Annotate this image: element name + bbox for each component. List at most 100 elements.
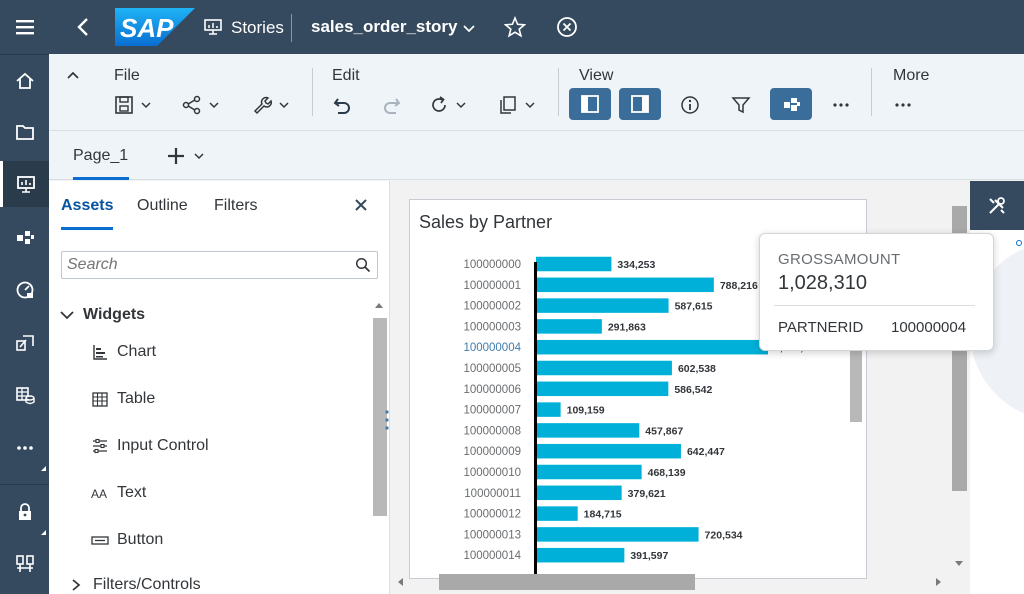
story-title[interactable]: sales_order_story [311,17,458,36]
bar[interactable] [536,339,768,355]
favorite-star-icon[interactable] [504,16,526,38]
table-icon [92,392,108,407]
bar[interactable] [536,547,625,563]
right-panel-toggle-button[interactable] [619,88,661,120]
folder-icon[interactable] [0,109,49,155]
category-label: 100000013 [463,529,521,541]
bar[interactable] [536,443,681,459]
chevron-down-icon [209,102,219,109]
category-label: 100000008 [463,425,521,437]
connections-icon[interactable] [0,541,49,587]
canvas-horizontal-scrollbar[interactable] [439,574,695,590]
bar[interactable] [536,485,622,501]
svg-text:SAP: SAP [120,13,174,43]
category-label: 100000011 [464,488,521,500]
close-icon[interactable] [353,197,369,213]
bar[interactable] [536,381,669,397]
lock-icon[interactable] [0,489,49,535]
data-label: 788,216 [720,280,758,292]
category-label: 100000000 [463,259,521,271]
widget-chart[interactable]: Chart [91,343,156,361]
scroll-up-arrow[interactable] [375,303,383,308]
chevron-down-icon [525,102,535,109]
widget-text[interactable]: AA Text [91,484,146,502]
bar[interactable] [536,423,640,438]
more-nav-icon[interactable] [0,425,49,471]
search-icon[interactable] [355,257,371,273]
bar[interactable] [536,527,699,542]
close-story-icon[interactable] [556,16,578,38]
share-menu-button[interactable] [182,89,220,121]
tooltip-dimension-name: PARTNERID [778,319,864,336]
search-input[interactable] [62,252,342,278]
undo-button[interactable] [332,89,352,121]
filter-button[interactable] [731,89,751,121]
tools-menu-button[interactable] [252,89,290,121]
analytics-gauge-icon[interactable] [0,267,49,313]
save-menu-button[interactable] [114,89,152,121]
widget-table[interactable]: Table [91,390,155,408]
bar[interactable] [536,464,642,480]
bar[interactable] [536,256,612,272]
datasets-icon[interactable] [0,372,49,418]
right-panel-icon [631,95,649,113]
edit-group-label: Edit [332,67,360,84]
file-group-label: File [114,67,140,84]
collapse-toolbar-icon[interactable] [65,67,81,83]
chevron-down-icon [456,102,466,109]
category-label: 100000001 [463,280,521,292]
back-icon[interactable] [71,14,97,40]
tab-assets[interactable]: Assets [61,197,114,214]
panel-resize-handle[interactable] [385,409,389,431]
bar[interactable] [536,277,714,293]
widgets-section-label: Widgets [83,306,146,323]
more-button[interactable] [893,89,913,121]
refresh-menu-button[interactable] [429,89,467,121]
models-icon[interactable] [0,215,49,261]
widgets-section-header[interactable]: Widgets [59,306,145,324]
tab-outline[interactable]: Outline [137,197,188,214]
bar[interactable] [536,402,561,417]
bar[interactable] [536,506,578,521]
category-label: 100000003 [463,321,521,333]
widget-button[interactable]: Button [91,531,163,549]
info-button[interactable] [680,89,700,121]
redo-button[interactable] [382,89,402,121]
builder-toggle-button[interactable] [770,88,812,120]
add-page-button[interactable] [165,145,209,167]
chevron-down-icon [194,153,204,160]
widget-input-control[interactable]: Input Control [91,437,209,455]
chevron-down-icon[interactable] [461,20,477,36]
svg-text:AA: AA [91,487,107,501]
text-icon: AA [91,487,107,501]
designer-button[interactable] [970,181,1024,230]
menu-icon[interactable] [0,4,49,50]
more-dots-icon [895,103,911,107]
scroll-left-arrow[interactable] [398,578,403,586]
category-label: 100000007 [463,405,521,417]
data-label: 587,615 [675,301,713,313]
data-label: 586,542 [674,384,712,396]
bar[interactable] [536,360,672,376]
data-analyzer-icon[interactable] [0,320,49,366]
bar[interactable] [536,298,669,313]
filters-controls-section-header[interactable]: Filters/Controls [69,576,201,594]
chart-title: Sales by Partner [419,212,553,232]
scroll-right-arrow[interactable] [936,578,941,586]
left-panel-toggle-button[interactable] [569,88,611,120]
plus-icon [168,148,184,164]
story-toolbar: File Edit View More [49,54,1024,131]
edit-more-button[interactable] [831,89,851,121]
section-label[interactable]: Stories [231,18,284,37]
panel-scrollbar[interactable] [373,318,387,516]
tools-icon [989,196,1005,214]
scroll-down-arrow[interactable] [955,561,963,566]
widget-label: Chart [117,343,157,360]
tab-filters[interactable]: Filters [214,197,258,214]
copy-menu-button[interactable] [498,89,536,121]
tab-page-1[interactable]: Page_1 [73,147,129,164]
home-icon[interactable] [0,58,49,104]
copy-icon [500,96,516,114]
stories-nav-icon[interactable] [0,161,49,207]
bar[interactable] [536,319,602,334]
